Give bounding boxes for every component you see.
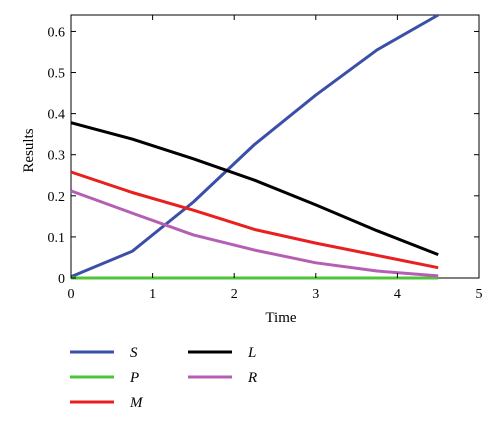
series-lines <box>70 13 439 280</box>
y-axis-label: Results <box>21 128 37 172</box>
y-tick-label: 0.1 <box>48 231 66 246</box>
y-tick-label: 0.2 <box>48 190 66 205</box>
legend-label-S: S <box>130 345 138 361</box>
y-tick-label: 0.6 <box>48 25 66 40</box>
legend-label-P: P <box>129 370 139 386</box>
plot-frame <box>70 14 480 279</box>
x-tick-label: 4 <box>394 287 401 302</box>
legend-label-R: R <box>247 370 257 386</box>
x-axis-label: Time <box>265 310 296 326</box>
x-tick-label: 0 <box>68 287 75 302</box>
y-tick-label: 0.3 <box>48 149 66 164</box>
series-line-R <box>70 189 439 278</box>
x-tick-label: 2 <box>231 287 238 302</box>
legend-label-L: L <box>247 345 256 361</box>
plot-area <box>70 14 480 279</box>
y-tick-label: 0 <box>58 272 65 287</box>
y-tick-label: 0.5 <box>48 67 66 82</box>
axes: 0 1 2 3 4 5 0 0.1 0.2 0.3 0.4 0.5 0.6 <box>48 15 483 302</box>
series-line-M <box>70 170 439 270</box>
legend-label-M: M <box>129 395 144 411</box>
y-tick-label: 0.4 <box>48 108 66 123</box>
x-tick-label: 5 <box>476 287 483 302</box>
series-line-S <box>70 13 439 279</box>
legend: SPM LR <box>70 345 257 411</box>
series-line-L <box>70 121 439 256</box>
x-tick-label: 3 <box>312 287 319 302</box>
x-tick-label: 1 <box>149 287 156 302</box>
